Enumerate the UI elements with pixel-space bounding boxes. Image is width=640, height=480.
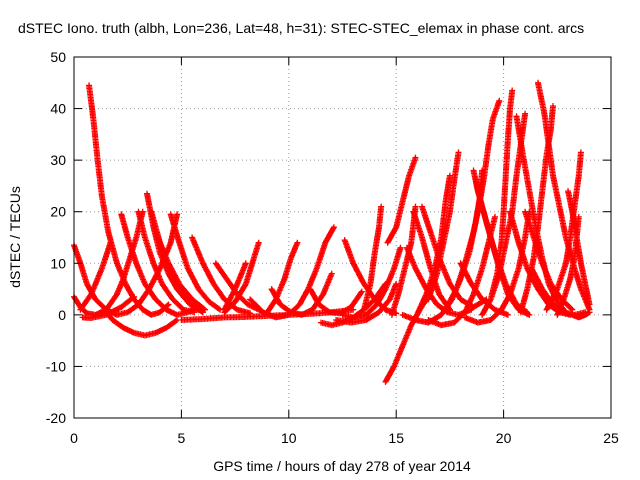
axis-ticks [73, 56, 612, 419]
x-tick-label: 5 [178, 430, 186, 446]
x-tick-label: 20 [496, 430, 512, 446]
x-tick-label: 25 [603, 430, 619, 446]
x-tick-labels: 0 5 10 15 20 25 [70, 430, 619, 446]
y-tick-label: 50 [50, 49, 66, 65]
chart-title: dSTEC Iono. truth (albh, Lon=236, Lat=48… [18, 20, 584, 36]
y-tick-label: 20 [50, 204, 66, 220]
y-tick-label: 0 [58, 307, 66, 323]
x-tick-label: 15 [388, 430, 404, 446]
y-tick-label: -20 [46, 410, 66, 426]
y-tick-label: 40 [50, 101, 66, 117]
y-tick-label: 30 [50, 152, 66, 168]
x-axis-label: GPS time / hours of day 278 of year 2014 [213, 458, 471, 474]
data-points [71, 79, 593, 385]
x-tick-label: 10 [281, 430, 297, 446]
plus-markers [71, 79, 593, 385]
y-tick-labels: -20 -10 0 10 20 30 40 50 [46, 49, 66, 426]
plot-frame [73, 56, 612, 419]
x-tick-label: 0 [70, 430, 78, 446]
y-tick-label: 10 [50, 255, 66, 271]
y-tick-label: -10 [46, 358, 66, 374]
y-axis-label: dSTEC / TECUs [7, 186, 23, 288]
